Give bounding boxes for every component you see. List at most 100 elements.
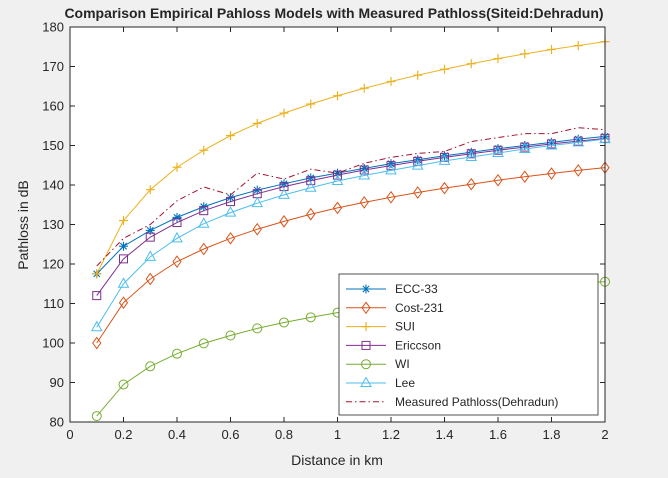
data-point (226, 197, 235, 207)
data-point (493, 173, 503, 187)
data-point (305, 312, 316, 323)
y-tick-label: 170 (42, 59, 64, 74)
y-tick-label: 180 (42, 20, 64, 35)
data-point (92, 291, 102, 301)
data-point (493, 145, 503, 155)
legend-label: Cost-231 (395, 301, 444, 315)
data-point (226, 131, 235, 141)
legend-item: WI (346, 357, 410, 371)
data-point (225, 231, 236, 245)
data-point (199, 206, 209, 216)
data-point (333, 91, 342, 101)
data-point (385, 163, 397, 175)
data-point (573, 41, 583, 51)
data-point (572, 135, 585, 147)
plot-frame (69, 26, 606, 423)
x-tick-label: 0.6 (221, 427, 239, 442)
data-point (466, 177, 476, 191)
y-axis-label: Pathloss in dB (15, 180, 31, 270)
data-point (547, 45, 556, 55)
data-point (438, 154, 451, 165)
y-tick-label: 120 (42, 257, 64, 272)
data-point (358, 168, 371, 180)
data-point (252, 118, 262, 128)
legend-item: Lee (346, 376, 415, 390)
series-line (96, 41, 606, 275)
axis-ticks: 0 0.2 0.4 0.6 0.8 1 1.2 1.4 1.6 1.8 2 80 90 100 110 120… (42, 20, 608, 443)
series-line (96, 167, 606, 344)
legend-marker (360, 376, 372, 387)
data-point (251, 196, 264, 208)
legend-item: Ericcson (346, 338, 441, 352)
legend-label: ECC-33 (395, 282, 438, 296)
data-point (118, 379, 129, 390)
legend-label: Measured Pathloss(Dehradun) (395, 395, 558, 409)
data-point (117, 277, 130, 288)
y-tick-label: 90 (50, 375, 64, 390)
data-point (492, 146, 504, 158)
y-tick-label: 80 (50, 415, 64, 430)
data-point (119, 216, 128, 226)
x-tick-label: 0 (66, 427, 73, 442)
y-tick-label: 160 (42, 99, 64, 114)
legend-label: Ericcson (395, 338, 441, 352)
data-point (359, 165, 369, 175)
y-tick-label: 150 (42, 138, 64, 153)
data-point (304, 181, 317, 192)
data-point (252, 222, 262, 236)
series-line (96, 127, 606, 267)
data-point (413, 186, 423, 199)
y-tick-label: 140 (42, 178, 64, 193)
series-line (96, 138, 606, 328)
x-tick-label: 1.8 (542, 427, 560, 442)
data-point (172, 255, 182, 268)
data-point (386, 190, 396, 204)
x-tick-label: 0.4 (168, 427, 186, 442)
data-point (333, 170, 342, 180)
data-point (91, 411, 102, 422)
data-point (518, 142, 531, 154)
legend-label: WI (395, 357, 410, 371)
data-point (278, 188, 290, 199)
legend-box (338, 273, 599, 416)
data-point (386, 159, 396, 169)
data-point (359, 196, 369, 209)
data-point (145, 272, 155, 286)
data-point (119, 254, 128, 264)
data-point (197, 217, 210, 228)
data-point (386, 161, 396, 171)
legend-marker (361, 322, 371, 332)
data-point (225, 330, 236, 341)
data-point (306, 99, 316, 109)
legend-label: Lee (395, 376, 415, 390)
x-tick-label: 1.2 (382, 427, 400, 442)
legend-marker (361, 301, 371, 315)
data-point (145, 232, 155, 242)
data-point (465, 150, 478, 161)
x-axis-label: Distance in km (291, 452, 383, 468)
data-point (198, 338, 209, 349)
data-point (546, 167, 557, 180)
data-point (145, 361, 156, 372)
data-point (172, 212, 182, 222)
data-point (279, 317, 289, 328)
series-lee (90, 132, 611, 332)
data-point (306, 176, 316, 186)
data-point (520, 170, 530, 184)
data-point (466, 59, 476, 69)
y-tick-label: 110 (43, 296, 64, 311)
data-point (252, 323, 263, 334)
legend-marker (361, 284, 371, 294)
data-point (332, 201, 343, 215)
data-point (145, 185, 155, 195)
data-point (359, 83, 369, 93)
data-point (92, 269, 102, 279)
data-point (118, 296, 129, 310)
series-sui (92, 37, 610, 279)
y-tick-label: 130 (42, 217, 64, 232)
data-point (279, 182, 289, 192)
data-point (92, 336, 102, 350)
data-point (493, 144, 503, 154)
